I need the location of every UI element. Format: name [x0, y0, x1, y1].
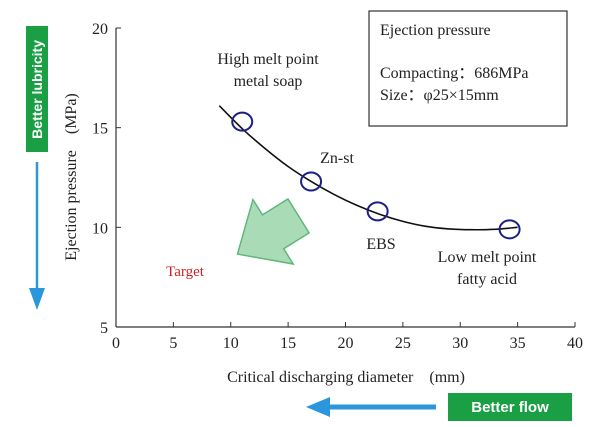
data-point-marker [300, 171, 323, 192]
better-lubricity-badge: Better lubricity [26, 26, 48, 152]
x-tick-label: 0 [112, 335, 120, 352]
x-tick-label: 40 [567, 335, 583, 352]
point-label: Low melt point [438, 249, 537, 266]
better-flow-badge: Better flow [448, 393, 572, 421]
legend-title: Ejection pressure [380, 22, 491, 39]
flow-badge-bg [448, 393, 572, 421]
x-tick-label: 5 [169, 335, 177, 352]
y-axis-title: Ejection pressure (MPa) [63, 93, 80, 261]
data-point-marker [231, 111, 254, 132]
point-label: EBS [366, 236, 395, 253]
x-tick-label: 30 [452, 335, 468, 352]
target-label: Target [166, 264, 205, 280]
lubricity-arrow-head [29, 288, 45, 310]
x-axis-title: Critical discharging diameter (mm) [227, 369, 465, 386]
legend-frame [368, 10, 568, 127]
x-tick-label: 20 [338, 335, 354, 352]
point-label: metal soap [234, 73, 303, 90]
point-label: High melt point [217, 51, 319, 68]
y-tick-label: 10 [92, 220, 108, 237]
target-arrow-group: Target [166, 197, 311, 280]
flow-arrow-head [306, 397, 330, 417]
y-tick-label: 5 [100, 320, 108, 337]
data-point-marker [498, 219, 521, 240]
x-tick-label: 35 [510, 335, 526, 352]
direction-arrows [26, 26, 572, 421]
legend-line: Compacting：686MPa [380, 65, 528, 82]
legend-line: Size：φ25×15mm [380, 87, 499, 104]
y-tick-label: 20 [92, 21, 108, 38]
x-tick-label: 10 [223, 335, 239, 352]
better-lubricity-label: Better lubricity [29, 39, 45, 139]
legend-box: Ejection pressure Compacting：686MPa Size：φ… [368, 10, 568, 127]
x-tick-label: 15 [280, 335, 296, 352]
x-tick-label: 25 [395, 335, 411, 352]
lubricity-badge-bg [26, 26, 48, 152]
data-points-group [231, 111, 521, 240]
y-tick-label: 15 [92, 121, 108, 138]
point-labels-group: High melt point metal soap Zn-st EBS Low mel… [217, 51, 537, 288]
data-point-marker [366, 201, 389, 222]
target-arrow-shape [236, 197, 311, 266]
point-label: Zn-st [320, 150, 354, 167]
point-label: fatty acid [457, 271, 517, 288]
better-flow-label: Better flow [471, 398, 549, 416]
